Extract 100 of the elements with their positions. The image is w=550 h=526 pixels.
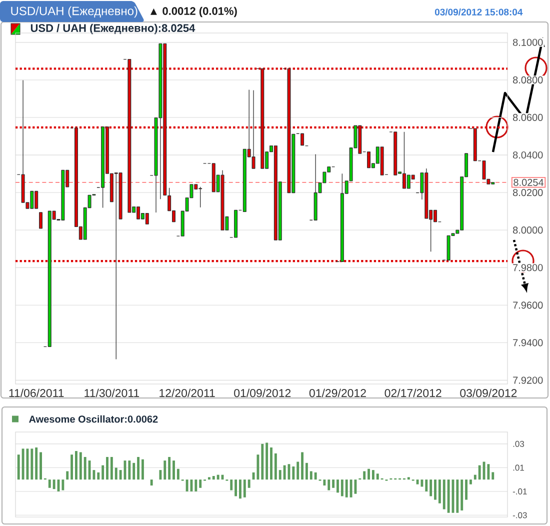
bar [234,480,238,496]
candlestick [220,170,224,230]
bar [35,447,38,480]
bar [310,471,312,480]
candlestick [394,132,398,176]
bar [301,452,304,480]
bar [128,460,131,480]
bar [305,462,308,480]
bar [492,472,494,480]
bar [323,480,326,486]
bar [30,448,34,480]
bar [292,466,295,480]
x-tick-label: 01/29/2012 [309,388,366,398]
bar [314,472,317,480]
bar [420,480,424,487]
bar [132,462,136,480]
bar [84,456,86,480]
bar [243,480,246,498]
bar [164,460,166,480]
bar [332,480,335,488]
bar [239,480,242,499]
bar [283,465,286,480]
y-tick-label: .03 [513,440,524,447]
bar [469,480,472,484]
candlestick [101,126,105,208]
bar [48,480,51,488]
bar [17,454,20,480]
x-tick-label: 03/09/2012 [460,388,517,398]
bar [92,470,96,480]
y-tick-label: 8.1000 [513,38,543,46]
y-tick-label: 8.0200 [513,189,543,196]
bar [266,442,268,480]
bar [465,480,468,500]
bar [425,480,428,492]
x-tick-label: 12/20/2011 [160,388,215,398]
candlestick [234,210,238,238]
bar [40,452,42,480]
bar [216,474,220,480]
bar [456,480,459,513]
bar [407,477,410,480]
legend-label: Awesome Oscillator:0.0062 [29,415,158,423]
bar [114,468,118,480]
bar [274,453,277,480]
bar [159,470,162,480]
bar [261,444,264,480]
candlestick [367,151,371,168]
bar [75,451,78,480]
bar [336,480,339,493]
candlestick [446,235,450,260]
candlestick [300,133,304,146]
x-tick-label: 02/17/2012 [384,388,442,398]
chart-title: USD/UAH (Ежедневно) [11,6,138,18]
bar [110,456,113,480]
bar [372,470,374,480]
ref-line-label: 8.0254 [514,178,544,186]
x-tick-label: 11/30/2011 [84,388,140,398]
y-tick-label: -.03 [512,512,527,518]
bar [176,468,180,480]
bar [447,480,450,513]
bar [106,456,108,480]
bar [70,454,74,480]
bar [119,470,122,480]
bar [186,480,188,492]
bar [340,480,344,496]
bar [150,480,153,486]
bar [22,448,24,480]
bar [328,480,330,490]
bar [430,480,432,496]
bar [248,480,250,488]
bar [345,480,348,498]
chart-subtitle: ▲ 0.0012 (0.01%) [150,6,237,18]
bar [363,471,366,480]
bar [278,470,282,480]
y-tick-label: 8.0800 [513,76,543,84]
y-tick-label: 8.0400 [513,151,543,159]
bar [97,472,100,480]
bar [168,456,171,480]
y-tick-label: 7.9200 [513,376,543,384]
bar [350,480,352,498]
y-tick-label: 7.9400 [513,339,543,346]
y-tick-label: 7.9800 [513,264,543,272]
bar [368,468,370,480]
bar [296,462,300,480]
bar [194,480,198,492]
bar [442,480,446,510]
bar [376,474,379,480]
bar [141,459,144,480]
bar [102,465,104,480]
bar [66,471,69,480]
bar [199,480,202,488]
bar [438,480,441,504]
bar [460,480,464,510]
bar [270,447,272,480]
y-tick-label: 8.0600 [513,114,543,122]
legend-label: USD / UAH (Ежедневно):8.0254 [30,24,196,34]
candlestick [145,213,149,224]
bar [137,456,140,480]
x-tick-label: 11/06/2011 [9,388,64,398]
text: 03/09/2012 15:08:04 [434,8,523,16]
y-tick-label: 7.9600 [513,302,543,309]
